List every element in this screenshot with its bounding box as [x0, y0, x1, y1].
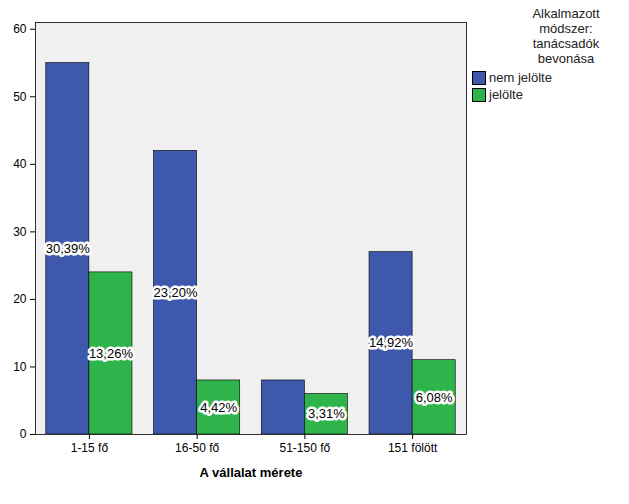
svg-text:10: 10	[13, 360, 27, 374]
html-text:nem jelölte: nem jelölte	[489, 70, 552, 85]
html-text:Alkalmazott módszer: tanácsadó: Alkalmazott módszer: tanácsadók bevonása	[532, 6, 600, 66]
svg-text:6,08%: 6,08%	[416, 390, 453, 405]
html-text:jelölte: jelölte	[489, 87, 523, 102]
svg-text:0: 0	[20, 427, 27, 441]
svg-text:50: 50	[13, 90, 27, 104]
svg-text:16-50 fő: 16-50 fő	[175, 441, 219, 455]
svg-text:A vállalat mérete: A vállalat mérete	[200, 465, 303, 480]
svg-text:20: 20	[13, 292, 27, 306]
svg-text:1-15 fő: 1-15 fő	[71, 441, 109, 455]
svg-text:30,39%: 30,39%	[46, 241, 91, 256]
svg-text:151 fölött: 151 fölött	[388, 441, 438, 455]
svg-text:23,20%: 23,20%	[154, 285, 199, 300]
svg-text:60: 60	[13, 22, 27, 36]
svg-text:14,92%: 14,92%	[369, 335, 414, 350]
svg-text:4,42%: 4,42%	[200, 400, 237, 415]
svg-text:51-150 fő: 51-150 fő	[280, 441, 331, 455]
svg-text:40: 40	[13, 157, 27, 171]
svg-text:3,31%: 3,31%	[308, 406, 345, 421]
svg-text:30: 30	[13, 225, 27, 239]
svg-text:13,26%: 13,26%	[89, 346, 134, 361]
